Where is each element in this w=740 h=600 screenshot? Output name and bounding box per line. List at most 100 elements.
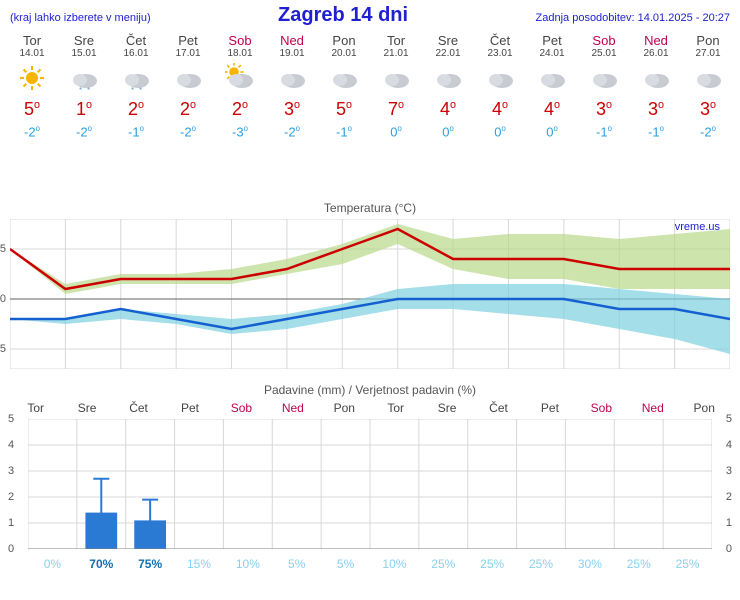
y-tick-label: -5 [0,343,10,355]
day-name: Pet [162,33,214,48]
precipitation-chart: TorSreČetPetSobNedPonTorSreČetPetSobNedP… [10,401,730,571]
forecast-day: Sob25.013o-1o [578,33,630,139]
weather-icon [578,63,630,93]
forecast-day: Sre22.01 4o 0o [422,33,474,139]
temp-low: 0o [370,124,422,139]
temp-high: 7o [370,99,422,120]
day-date: 24.01 [526,48,578,59]
precip-probability: 70% [77,557,126,571]
temp-low: -2o [6,124,58,139]
day-name: Čet [110,33,162,48]
weather-icon [370,63,422,93]
precip-probability: 25% [517,557,566,571]
weather-icon [214,63,266,93]
day-date: 18.01 [214,48,266,59]
day-date: 27.01 [682,48,734,59]
precip-probability: 25% [663,557,712,571]
day-date: 23.01 [474,48,526,59]
forecast-day: Tor21.017o0o [370,33,422,139]
temp-high: 4o [526,99,578,120]
y-tick-label: 5 [8,413,14,425]
forecast-day-row: Tor14.015o-2oSre15.01**1o-2oČet16.01**2o… [0,29,740,147]
y-tick-label: 4 [726,439,732,451]
temperature-chart-title: Temperatura (°C) [0,201,740,215]
temp-low: -2o [58,124,110,139]
precip-probability: 25% [614,557,663,571]
y-tick-label: 2 [8,491,14,503]
weather-icon [474,63,526,93]
precip-probability: 10% [223,557,272,571]
weather-icon [682,63,734,93]
y-tick-label: 1 [8,517,14,529]
forecast-day: Sre15.01 ** 1o -2o [58,33,110,139]
y-tick-label: 3 [726,465,732,477]
precip-probability: 0% [28,557,77,571]
forecast-day: Ned26.013o-1o [630,33,682,139]
forecast-day: Pet17.012o-2o [162,33,214,139]
temp-high: 4o [422,99,474,120]
precip-probability: 30% [565,557,614,571]
weather-icon [526,63,578,93]
temp-low: 0o [422,124,474,139]
header: (kraj lahko izberete v meniju) Zagreb 14… [0,0,740,29]
temp-low: -2o [266,124,318,139]
temp-low: -1o [578,124,630,139]
day-date: 22.01 [422,48,474,59]
temp-low: -2o [682,124,734,139]
day-name: Pet [526,33,578,48]
precip-day-label: Sob [576,401,627,415]
y-tick-label: 5 [0,243,10,255]
day-name: Sre [422,33,474,48]
forecast-day: Pon20.015o-1o [318,33,370,139]
y-tick-label: 1 [726,517,732,529]
y-tick-label: 4 [8,439,14,451]
temp-high: 5o [6,99,58,120]
day-date: 15.01 [58,48,110,59]
day-date: 25.01 [578,48,630,59]
forecast-day: Sob18.012o-3o [214,33,266,139]
temp-high: 1o [58,99,110,120]
day-name: Tor [6,33,58,48]
precip-probability: 15% [175,557,224,571]
precip-probability: 5% [272,557,321,571]
menu-note: (kraj lahko izberete v meniju) [10,12,151,24]
temperature-chart-section: Temperatura (°C) vreme.us -505 [0,201,740,369]
day-name: Sre [58,33,110,48]
day-date: 20.01 [318,48,370,59]
weather-icon [6,63,58,93]
chart-attribution: vreme.us [675,221,720,233]
temp-high: 4o [474,99,526,120]
precip-day-label: Sob [216,401,267,415]
forecast-day: Čet23.014o0o [474,33,526,139]
day-name: Pon [682,33,734,48]
forecast-day: Ned19.013o-2o [266,33,318,139]
page-title: Zagreb 14 dni [151,4,536,27]
forecast-day: Čet16.01**2o-1o [110,33,162,139]
day-name: Sob [578,33,630,48]
forecast-day: Pet24.014o0o [526,33,578,139]
temp-low: -1o [318,124,370,139]
weather-icon [422,63,474,93]
temp-high: 2o [110,99,162,120]
day-date: 16.01 [110,48,162,59]
weather-icon: ** [110,63,162,93]
weather-icon: ** [58,63,110,93]
svg-text:*: * [79,86,82,93]
temp-low: -3o [214,124,266,139]
day-name: Čet [474,33,526,48]
day-name: Ned [266,33,318,48]
day-date: 21.01 [370,48,422,59]
temp-low: -2o [162,124,214,139]
day-name: Ned [630,33,682,48]
precip-probability: 5% [321,557,370,571]
precip-day-label: Čet [473,401,524,415]
precip-day-label: Sre [61,401,112,415]
svg-text:*: * [139,86,142,93]
precip-probability: 10% [370,557,419,571]
y-tick-label: 0 [8,543,14,555]
temp-low: -1o [630,124,682,139]
day-name: Sob [214,33,266,48]
y-tick-label: 3 [8,465,14,477]
precip-day-label: Čet [113,401,164,415]
precip-day-label: Pon [678,401,729,415]
